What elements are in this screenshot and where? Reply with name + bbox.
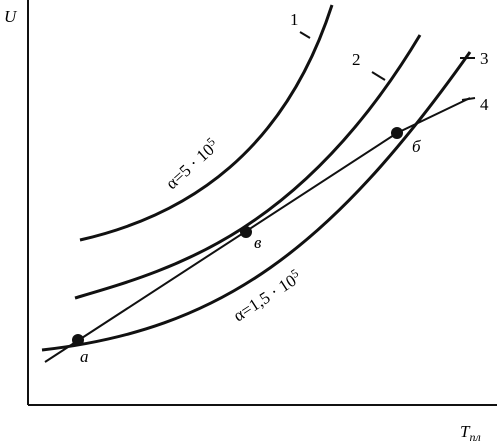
annotation-text: α=1,5 · 10 — [230, 271, 300, 326]
curve-label: 3 — [480, 49, 489, 68]
x-axis-label-main: T — [460, 422, 471, 441]
leader-2 — [371, 71, 386, 81]
leader-1 — [299, 31, 311, 39]
x-axis-label: Tпл — [460, 422, 481, 444]
point-label: б — [412, 137, 421, 156]
curve-1 — [79, 4, 334, 242]
curve-3 — [41, 51, 472, 352]
curve-label: 1 — [290, 10, 299, 29]
curve-label: 2 — [352, 50, 361, 69]
leader-4 — [461, 97, 476, 101]
y-axis-label: U — [4, 7, 18, 26]
point — [72, 334, 84, 346]
x-axis-label-sub: пл — [469, 430, 480, 444]
point — [240, 226, 252, 238]
annotation: α=5 · 105 — [161, 134, 223, 193]
curve-label: 4 — [480, 95, 489, 114]
annotation: α=1,5 · 105 — [229, 266, 305, 325]
point — [391, 127, 403, 139]
point-label: в — [254, 233, 262, 252]
curve-2 — [74, 34, 422, 300]
point-label: a — [80, 347, 89, 366]
